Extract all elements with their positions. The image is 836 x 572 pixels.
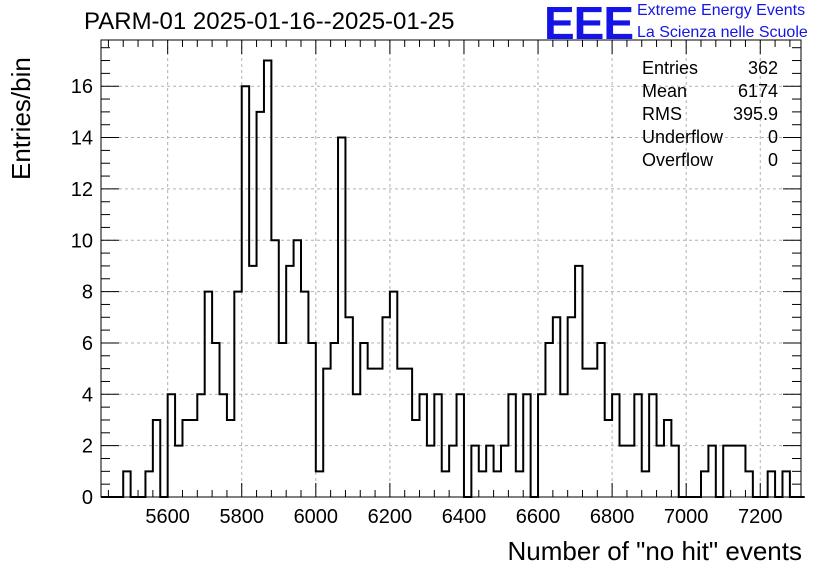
x-tick-label: 7200 [738, 506, 783, 528]
chart-title: PARM-01 2025-01-16--2025-01-25 [84, 8, 455, 35]
x-tick-label: 6400 [442, 506, 487, 528]
y-tick-label: 0 [82, 487, 93, 509]
x-tick-label: 6200 [368, 506, 413, 528]
stats-box: Entries 362 Mean 6174 RMS 395.9 Underflow 0 … [642, 58, 780, 173]
x-tick-label: 7000 [664, 506, 709, 528]
y-tick-label: 4 [82, 384, 93, 406]
stat-label-overflow: Overflow [642, 150, 714, 170]
logo-line-2: La Scienza nelle Scuole [637, 24, 808, 41]
y-tick-label: 6 [82, 333, 93, 355]
y-axis-label: Entries/bin [6, 57, 36, 180]
stat-value-entries: 362 [747, 58, 778, 78]
stat-row: Underflow 0 [642, 127, 780, 150]
y-tick-label: 8 [82, 282, 93, 304]
x-tick-label: 6000 [294, 506, 339, 528]
stat-value-underflow: 0 [767, 127, 778, 147]
logo-line-1: Extreme Energy Events [637, 2, 806, 19]
x-axis-label: Number of "no hit" events [507, 536, 803, 566]
stat-label-underflow: Underflow [642, 127, 724, 147]
x-tick-label: 6800 [590, 506, 635, 528]
stat-value-mean: 6174 [737, 81, 778, 101]
stat-value-overflow: 0 [767, 150, 778, 170]
stat-label-mean: Mean [642, 81, 688, 101]
stat-label-entries: Entries [642, 58, 699, 78]
stat-value-rms: 395.9 [732, 104, 778, 124]
eee-logo: EEE Extreme Energy Events La Scienza nel… [544, 0, 834, 49]
x-tick-label: 5800 [219, 506, 264, 528]
stat-row: RMS 395.9 [642, 104, 780, 127]
x-tick-label: 5600 [145, 506, 190, 528]
histogram-series [101, 59, 805, 498]
y-tick-label: 10 [71, 230, 93, 252]
stat-row: Overflow 0 [642, 150, 780, 173]
y-tick-label: 14 [71, 128, 93, 150]
plot-frame [100, 39, 802, 498]
y-tick-label: 12 [71, 179, 93, 201]
stat-row: Mean 6174 [642, 81, 780, 104]
y-tick-label: 2 [82, 436, 93, 458]
x-tick-label: 6600 [516, 506, 561, 528]
stat-row: Entries 362 [642, 58, 780, 81]
stat-label-rms: RMS [642, 104, 682, 124]
logo-mark: EEE [544, 0, 634, 49]
y-tick-label: 16 [71, 76, 93, 98]
